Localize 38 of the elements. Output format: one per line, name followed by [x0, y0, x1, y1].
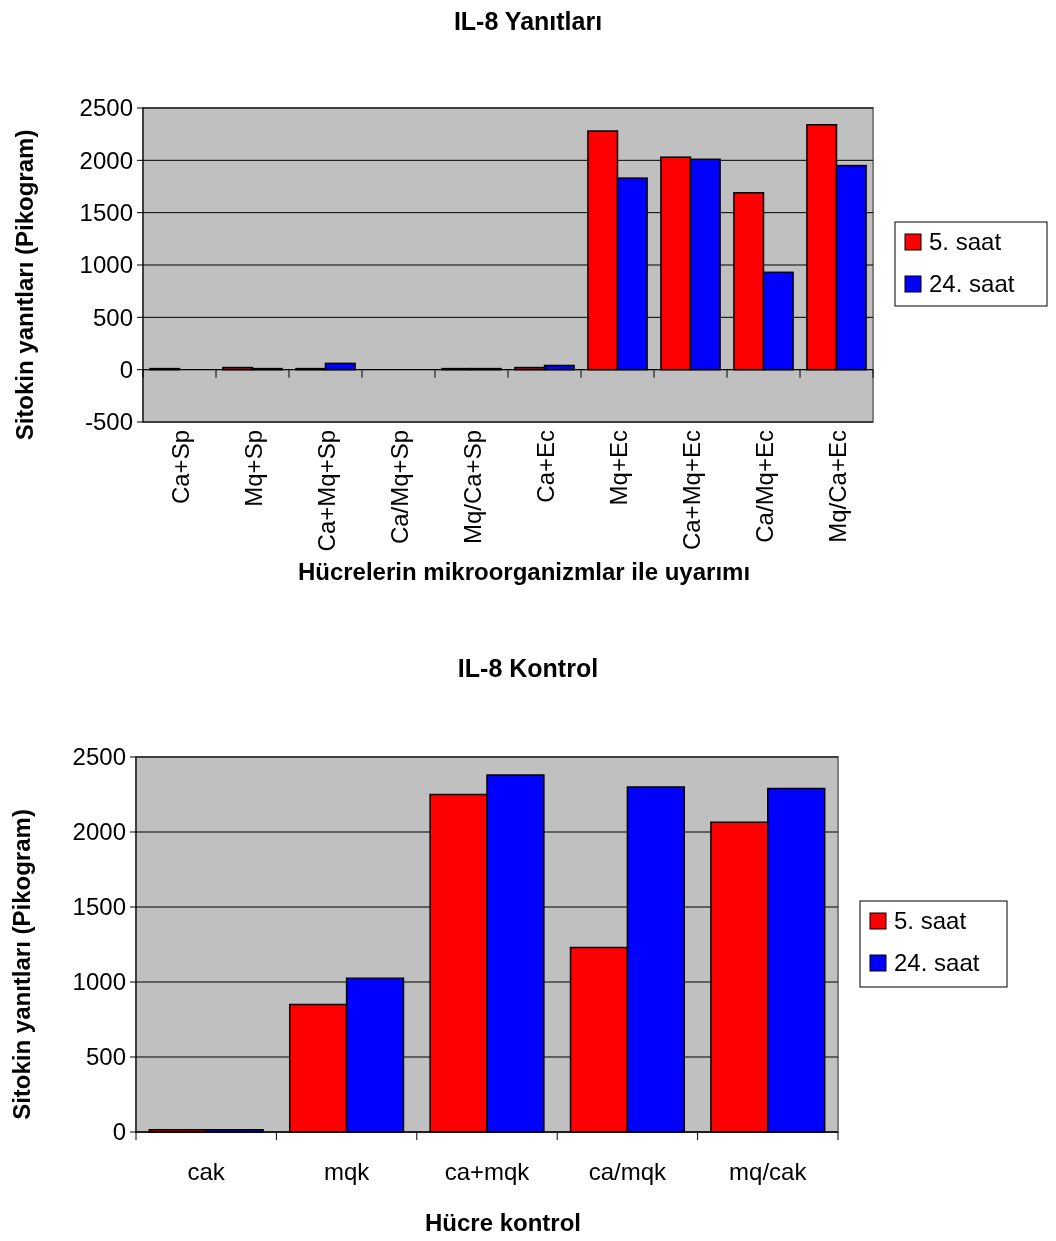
y-tick-label: 2500 — [72, 743, 126, 771]
x-tick-label: Ca/Mq+Sp — [385, 430, 413, 545]
y-tick-label: -500 — [84, 408, 133, 436]
y-tick-label: 1500 — [72, 893, 126, 921]
y-tick-label: 500 — [85, 1043, 126, 1071]
y-tick-label: 0 — [119, 356, 133, 384]
chart-title: IL-8 Yanıtları — [453, 7, 603, 35]
x-tick-label: mq/cak — [729, 1158, 808, 1185]
legend-label: 24. saat — [929, 270, 1015, 298]
x-tick-label: cak — [187, 1158, 226, 1185]
x-tick-label: Ca+Mq+Sp — [312, 430, 340, 552]
x-tick-label: Mq+Sp — [239, 430, 267, 507]
x-axis-title: Hücre kontrol — [424, 1209, 582, 1236]
y-tick-label: 1000 — [72, 968, 126, 996]
x-tick-label: Ca+Ec — [531, 430, 559, 503]
x-tick-label: Mq/Ca+Sp — [458, 430, 486, 545]
y-axis-title: Sitokin yanıtları (Pikogram) — [8, 809, 35, 1120]
legend-label: 5. saat — [894, 907, 967, 935]
x-tick-label: mqk — [323, 1158, 371, 1185]
y-tick-label: 2000 — [79, 146, 133, 174]
chart-title: IL-8 Kontrol — [457, 654, 599, 682]
x-tick-label: Ca/Mq+Ec — [750, 430, 778, 543]
x-tick-label: Mq/Ca+Ec — [823, 430, 851, 543]
y-tick-label: 1000 — [79, 251, 133, 279]
legend-label: 24. saat — [894, 949, 980, 977]
x-axis-title: Hücrelerin mikroorganizmlar ile uyarımı — [297, 558, 751, 585]
y-tick-label: 500 — [92, 303, 133, 331]
x-tick-label: Ca+Mq+Ec — [677, 430, 705, 551]
y-axis-title: Sitokin yanıtları (Pikogram) — [11, 129, 38, 441]
x-tick-label: ca/mqk — [588, 1158, 668, 1185]
x-tick-label: Mq+Ec — [604, 430, 632, 506]
y-tick-label: 2000 — [72, 818, 126, 846]
y-tick-label: 0 — [112, 1118, 126, 1146]
y-tick-label: 2500 — [79, 94, 133, 122]
x-tick-label: ca+mqk — [444, 1158, 531, 1185]
x-tick-label: Ca+Sp — [166, 430, 194, 505]
legend-label: 5. saat — [929, 228, 1002, 256]
y-tick-label: 1500 — [79, 199, 133, 227]
